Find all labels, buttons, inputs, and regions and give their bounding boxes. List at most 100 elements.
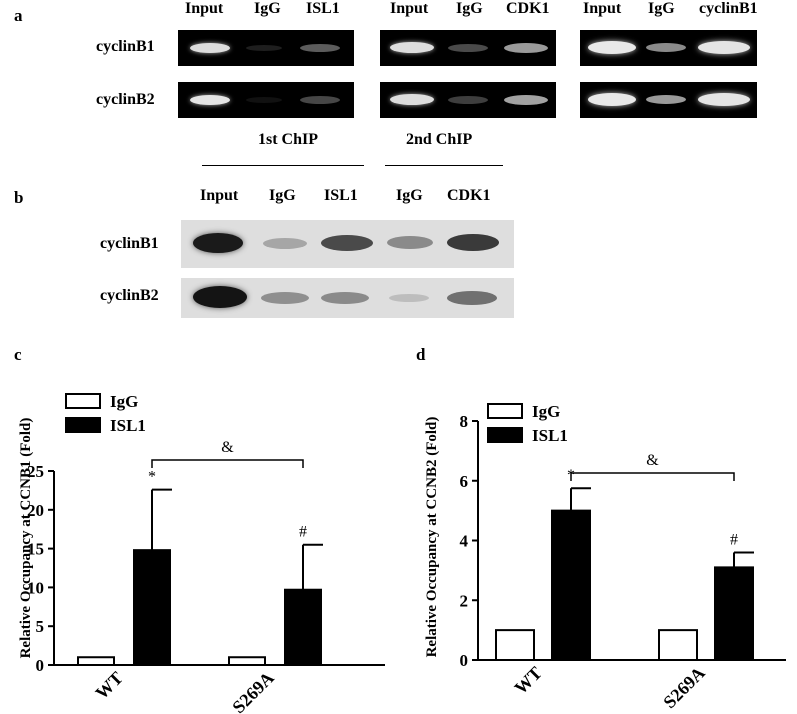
band <box>698 93 750 106</box>
band <box>588 41 636 54</box>
band <box>448 44 488 52</box>
bar-igg <box>228 656 266 666</box>
band <box>190 43 230 53</box>
gel-a3-cyclinb2 <box>580 82 757 118</box>
band <box>321 235 373 251</box>
ampersand-annotation: & <box>221 439 234 456</box>
lane-label: Input <box>390 0 429 17</box>
y-tick-label: 20 <box>27 501 44 520</box>
group-line-2nd-chip <box>385 165 503 166</box>
band <box>246 45 282 51</box>
band <box>646 43 686 52</box>
band <box>390 94 434 105</box>
hash-annotation: # <box>730 531 738 548</box>
y-tick-label: 10 <box>27 578 44 597</box>
significance-bracket <box>570 472 735 481</box>
x-tick-label: WT <box>510 663 545 698</box>
band <box>390 42 434 53</box>
hash-annotation: # <box>299 524 307 541</box>
lane-label: ISL1 <box>324 187 358 204</box>
y-tick-label: 4 <box>460 532 469 551</box>
lane-label: Input <box>185 0 224 17</box>
gel-b-cyclinb2 <box>181 278 514 318</box>
lane-label: Input <box>583 0 622 17</box>
group-label-2nd-chip: 2nd ChIP <box>406 131 473 148</box>
band <box>300 96 340 104</box>
gel-a1-cyclinb2 <box>178 82 354 118</box>
legend-label-isl1: ISL1 <box>110 416 146 435</box>
bar-igg <box>77 656 115 666</box>
y-axis-label: Relative Occupancy at CCNB1 (Fold) <box>18 418 34 659</box>
y-tick-label: 2 <box>460 591 469 610</box>
band <box>190 95 230 105</box>
lane-label: CDK1 <box>447 187 491 204</box>
panel-c-letter: c <box>14 345 22 364</box>
legend-label-isl1: ISL1 <box>532 426 568 445</box>
group-label-1st-chip: 1st ChIP <box>258 131 319 148</box>
lane-label: Input <box>200 187 239 204</box>
bar-isl1 <box>284 588 322 666</box>
y-tick-label: 0 <box>460 651 469 670</box>
legend-swatch-isl1 <box>487 427 523 443</box>
y-tick-label: 15 <box>27 540 44 559</box>
band <box>504 43 548 53</box>
lane-label: cyclinB1 <box>699 0 758 17</box>
gel-b-cyclinb1 <box>181 220 514 268</box>
lane-label: ISL1 <box>306 0 340 17</box>
band <box>447 291 497 305</box>
band <box>321 292 369 304</box>
bar-igg <box>658 629 698 661</box>
gel-a2-cyclinb1 <box>380 30 556 66</box>
panel-d-letter: d <box>416 345 426 364</box>
band <box>447 234 499 251</box>
y-tick-label: 6 <box>460 472 469 491</box>
x-tick-label: S269A <box>659 663 709 713</box>
band <box>246 97 282 103</box>
band <box>646 95 686 104</box>
bar-igg <box>495 629 535 661</box>
legend-swatch-igg <box>487 403 523 419</box>
band <box>698 41 750 54</box>
band <box>193 233 243 253</box>
gel-a3-cyclinb1 <box>580 30 757 66</box>
bar-isl1 <box>551 509 591 661</box>
panel-b-letter: b <box>14 188 24 207</box>
chart-c: c Relative Occupancy at CCNB1 (Fold) 0 5 1… <box>14 345 385 714</box>
bar-isl1 <box>714 566 754 661</box>
band <box>261 292 309 304</box>
gel-a1-cyclinb1 <box>178 30 354 66</box>
x-tick-label: WT <box>91 668 126 703</box>
legend-label-igg: IgG <box>110 392 138 411</box>
significance-bracket <box>151 459 304 468</box>
y-tick-label: 8 <box>460 412 469 431</box>
gel-a2-cyclinb2 <box>380 82 556 118</box>
band <box>504 95 548 105</box>
band <box>588 93 636 106</box>
lane-label: IgG <box>456 0 483 17</box>
panel-a-letter: a <box>14 6 23 25</box>
band <box>263 238 307 249</box>
y-tick-label: 0 <box>36 656 45 675</box>
legend-swatch-isl1 <box>65 417 101 433</box>
lane-label: IgG <box>254 0 281 17</box>
band <box>448 96 488 104</box>
lane-label: IgG <box>648 0 675 17</box>
group-line-1st-chip <box>202 165 364 166</box>
band <box>300 44 340 52</box>
band <box>193 286 247 308</box>
row-label-cyclinb1: cyclinB1 <box>100 235 159 252</box>
asterisk-annotation: * <box>148 469 156 486</box>
row-label-cyclinb1: cyclinB1 <box>96 38 155 55</box>
lane-label: IgG <box>269 187 296 204</box>
ampersand-annotation: & <box>646 452 659 469</box>
row-label-cyclinb2: cyclinB2 <box>100 287 159 304</box>
legend-label-igg: IgG <box>532 402 560 421</box>
lane-label: CDK1 <box>506 0 550 17</box>
y-tick-label: 5 <box>36 617 45 636</box>
band <box>389 294 429 302</box>
y-axis-label: Relative Occupancy at CCNB2 (Fold) <box>424 417 440 658</box>
y-tick-label: 25 <box>27 462 44 481</box>
x-tick-label: S269A <box>228 668 278 714</box>
row-label-cyclinb2: cyclinB2 <box>96 91 155 108</box>
band <box>387 236 433 249</box>
